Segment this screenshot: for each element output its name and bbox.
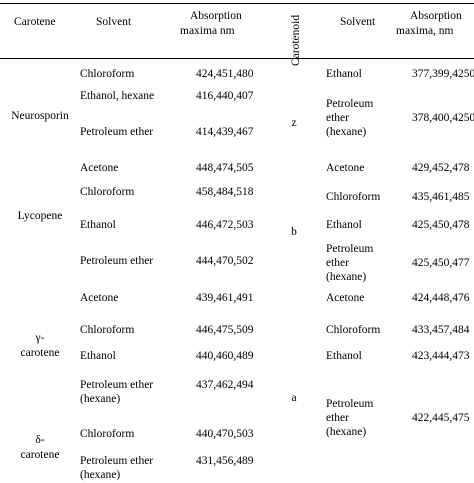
solvent-cell: Ethanol, hexane bbox=[80, 90, 155, 102]
header-absorption-line2: maxima nm bbox=[180, 25, 235, 37]
absorption-maxima-cell: 440,460,489 bbox=[196, 350, 254, 362]
solvent-cell: Petroleum bbox=[326, 398, 374, 410]
absorption-maxima-cell: 424,451,480 bbox=[196, 68, 254, 80]
header-solvent-right: Solvent bbox=[340, 16, 376, 28]
solvent-cell: Chloroform bbox=[326, 191, 381, 203]
header-absorption-right-line1: Absorption bbox=[410, 10, 462, 22]
absorption-maxima-cell: 433,457,484 bbox=[412, 324, 470, 336]
absorption-maxima-cell: 429,452,478 bbox=[412, 162, 470, 174]
solvent-cell: Acetone bbox=[80, 162, 119, 174]
absorption-maxima-cell: 424,448,476 bbox=[412, 292, 470, 304]
solvent-cell: (hexane) bbox=[326, 126, 367, 138]
carotene-name: δ- bbox=[35, 434, 45, 446]
carotenoid-name: a bbox=[291, 392, 297, 404]
header-absorption-line1: Absorption bbox=[190, 10, 242, 22]
solvent-cell: Chloroform bbox=[326, 324, 381, 336]
solvent-cell: Petroleum bbox=[326, 243, 374, 255]
solvent-cell: (hexane) bbox=[80, 393, 121, 405]
solvent-cell: Petroleum bbox=[326, 98, 374, 110]
absorption-maxima-cell: 423,444,473 bbox=[412, 350, 470, 362]
carotene-name: γ- bbox=[35, 332, 45, 344]
solvent-cell: Acetone bbox=[326, 292, 365, 304]
carotene-name: carotene bbox=[20, 347, 60, 359]
header-solvent: Solvent bbox=[96, 16, 132, 28]
solvent-cell: Petroleum ether bbox=[80, 126, 154, 138]
absorption-maxima-cell: 414,439,467 bbox=[196, 126, 254, 138]
solvent-cell: Acetone bbox=[80, 292, 119, 304]
solvent-cell: Chloroform bbox=[80, 186, 135, 198]
absorption-maxima-cell: 425,450,477 bbox=[412, 257, 470, 269]
solvent-cell: (hexane) bbox=[326, 426, 367, 438]
absorption-maxima-cell: 431,456,489 bbox=[196, 455, 254, 467]
absorption-maxima-cell: 378,400,4250 bbox=[412, 112, 474, 124]
solvent-cell: Chloroform bbox=[80, 68, 135, 80]
solvent-cell: (hexane) bbox=[80, 469, 121, 481]
solvent-cell: ether bbox=[326, 112, 349, 124]
absorption-maxima-cell: 425,450,478 bbox=[412, 219, 470, 231]
header-bottom-rule bbox=[0, 58, 474, 59]
solvent-cell: Petroleum ether bbox=[80, 455, 154, 467]
absorption-maxima-cell: 416,440,407 bbox=[196, 90, 254, 102]
solvent-cell: Petroleum ether bbox=[80, 379, 154, 391]
absorption-maxima-cell: 422,445,475 bbox=[412, 412, 470, 424]
absorption-maxima-cell: 377,399,4250 bbox=[412, 68, 474, 80]
carotene-name: carotene bbox=[20, 449, 60, 461]
absorption-maxima-cell: 446,475,509 bbox=[196, 324, 254, 336]
solvent-cell: Chloroform bbox=[80, 428, 135, 440]
absorption-maxima-cell: 444,470,502 bbox=[196, 255, 254, 267]
solvent-cell: Ethanol bbox=[80, 350, 116, 362]
carotenoid-name: b bbox=[291, 226, 297, 238]
absorption-maxima-cell: 458,484,518 bbox=[196, 186, 254, 198]
solvent-cell: Ethanol bbox=[326, 219, 362, 231]
solvent-cell: Acetone bbox=[326, 162, 365, 174]
header-absorption-right-line2: maxima, nm bbox=[396, 25, 454, 37]
absorption-maxima-cell: 435,461,485 bbox=[412, 191, 470, 203]
table-top-rule bbox=[0, 3, 474, 4]
header-carotene: Carotene bbox=[14, 16, 56, 28]
absorption-maxima-cell: 440,470,503 bbox=[196, 428, 254, 440]
carotene-name: Neurosporin bbox=[11, 110, 69, 122]
absorption-maxima-cell: 446,472,503 bbox=[196, 219, 254, 231]
carotene-name: Lycopene bbox=[17, 210, 63, 222]
solvent-cell: Petroleum ether bbox=[80, 255, 154, 267]
absorption-maxima-cell: 448,474,505 bbox=[196, 162, 254, 174]
solvent-cell: (hexane) bbox=[326, 271, 367, 283]
carotenoid-name: z bbox=[291, 117, 297, 129]
solvent-cell: Ethanol bbox=[80, 219, 116, 231]
absorption-maxima-cell: 439,461,491 bbox=[196, 292, 254, 304]
solvent-cell: ether bbox=[326, 257, 349, 269]
absorption-maxima-cell: 437,462,494 bbox=[196, 379, 254, 391]
solvent-cell: ether bbox=[326, 412, 349, 424]
solvent-cell: Chloroform bbox=[80, 324, 135, 336]
solvent-cell: Ethanol bbox=[326, 350, 362, 362]
solvent-cell: Ethanol bbox=[326, 68, 362, 80]
